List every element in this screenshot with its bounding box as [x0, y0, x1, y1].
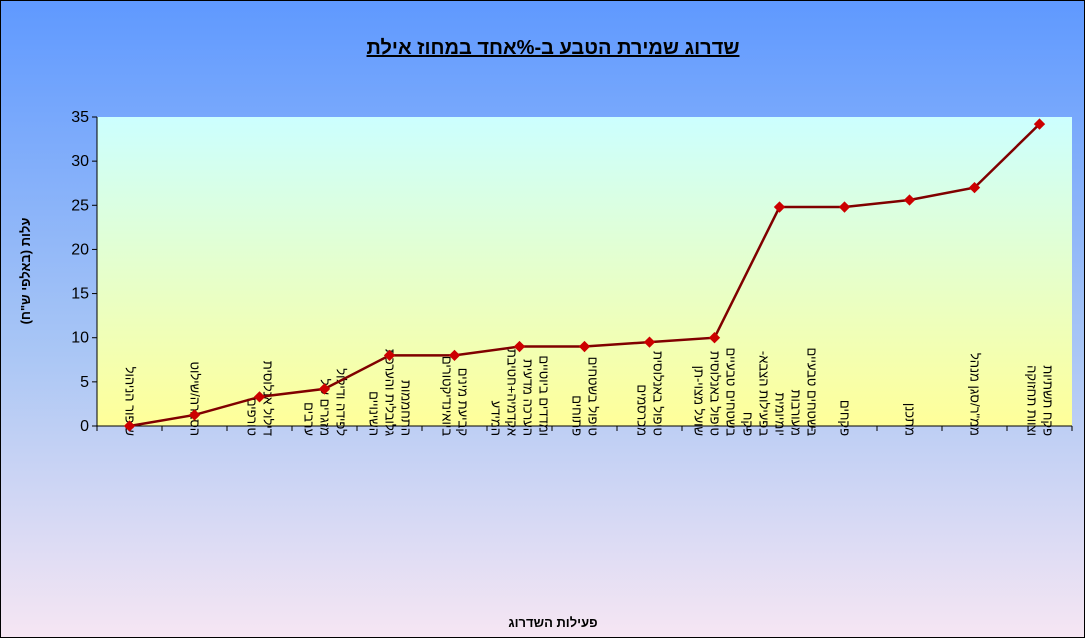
chart-title: שדרוג שמירת הטבע ב-%אחד במחוז אילת [367, 37, 740, 59]
x-tick-label: התחממותגלובלית והערכתהשינויים [367, 349, 414, 437]
x-axis-label: פעילות השדרוג [508, 615, 597, 630]
x-tick-label: פקח תשתיותוצוות תחזוקה [1025, 365, 1056, 436]
marker [1033, 118, 1046, 130]
x-tick-label: ומדדים ביוטייםהערכה מדעיתאקדמיה+חטיבתהמי… [489, 349, 552, 436]
x-tick-label: טיפול באנלוסיתמכרסמים [635, 351, 666, 436]
x-tick-label: מתכנן [903, 403, 918, 436]
y-tick-label: 35 [71, 109, 89, 126]
y-tick-label: 0 [80, 418, 89, 435]
marker [448, 349, 461, 362]
y-tick-label: 25 [71, 197, 89, 214]
x-tick-label: קביעת מיניםביואינדיקטורים [440, 356, 471, 436]
marker [838, 201, 851, 213]
marker [383, 349, 396, 362]
y-tick-label: 10 [71, 330, 89, 347]
marker [968, 181, 981, 194]
y-tick-label: 5 [80, 374, 89, 391]
x-tick-label: דילול אנלוסיתטורפים [245, 361, 276, 436]
marker [773, 201, 786, 213]
marker [708, 332, 721, 344]
y-axis-label: עלות (באלפי ש"ח) [18, 218, 33, 325]
x-tick-label: פקחים [838, 400, 853, 436]
plot-area [97, 117, 1072, 426]
y-tick-label: 20 [71, 241, 89, 258]
y-tick-label: 30 [71, 153, 89, 170]
x-tick-label: שיפור הניהול [123, 367, 138, 436]
x-tick-label: הסברה/שילוט [188, 362, 203, 436]
x-tick-label: ממ"ר/סגן מנהל [968, 353, 983, 436]
marker [643, 336, 656, 348]
marker [513, 340, 526, 353]
x-tick-label: בשטחים טבעייםמעורבותיומיומיתבפעילות הצבא… [741, 348, 820, 437]
marker [188, 409, 201, 421]
marker [253, 391, 266, 403]
marker [903, 194, 916, 206]
x-tick-label: בשטחים טבעייםטיפול באנלוסיתשועל מצוי-תן [692, 348, 739, 437]
marker [578, 340, 591, 353]
x-tick-label: לפידה ודילולמזגרים שלערבים [302, 368, 349, 436]
marker [318, 383, 331, 395]
y-tick-label: 15 [71, 286, 89, 303]
x-tick-label: טיפול בשטחיםפתוחים [570, 357, 601, 436]
